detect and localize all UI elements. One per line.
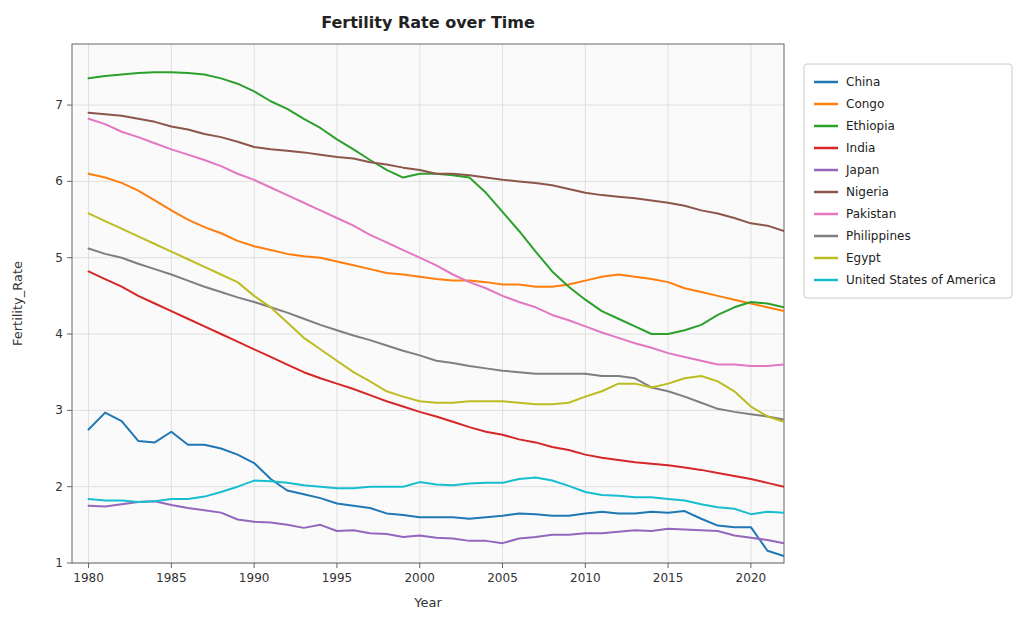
plot-frame	[72, 44, 784, 563]
legend-swatch	[814, 125, 838, 128]
x-grid-line	[88, 44, 89, 563]
x-tick-label: 2020	[736, 571, 767, 585]
y-tick-label: 2	[55, 480, 63, 494]
y-tick	[67, 181, 72, 182]
y-tick	[67, 257, 72, 258]
legend-label: India	[846, 141, 875, 155]
y-tick	[67, 105, 72, 106]
x-tick-label: 2010	[570, 571, 601, 585]
legend-label: Philippines	[846, 229, 911, 243]
y-grid-line	[72, 486, 784, 487]
legend-label: United States of America	[846, 273, 996, 287]
y-axis-label: Fertility_Rate	[10, 261, 25, 346]
y-grid-line	[72, 105, 784, 106]
y-grid-line	[72, 257, 784, 258]
x-tick	[502, 563, 503, 568]
chart-container: 1980 1985 1990 1995 2000 2005 2010 2015 2020 1 2 3 4…	[0, 0, 1024, 625]
grid	[72, 44, 784, 563]
y-tick	[67, 334, 72, 335]
legend-swatch	[814, 191, 838, 194]
series-line	[89, 413, 784, 556]
x-axis-label: Year	[413, 595, 442, 610]
legend-swatch	[814, 147, 838, 150]
x-tick	[254, 563, 255, 568]
y-tick-label: 5	[55, 251, 63, 265]
chart-svg: 1980 1985 1990 1995 2000 2005 2010 2015 2020 1 2 3 4…	[0, 0, 1024, 625]
x-tick	[88, 563, 89, 568]
legend-label: China	[846, 75, 880, 89]
legend-swatch	[814, 81, 838, 84]
x-tick-label: 1980	[73, 571, 104, 585]
series-line	[89, 501, 784, 543]
legend-swatch	[814, 257, 838, 260]
x-tick-label: 2000	[404, 571, 435, 585]
lines	[89, 72, 784, 556]
legend-label: Egypt	[846, 251, 881, 265]
series-line	[89, 174, 784, 311]
x-tick-label: 2005	[487, 571, 518, 585]
x-tick-label: 1990	[239, 571, 270, 585]
chart-title: Fertility Rate over Time	[321, 13, 535, 32]
legend-label: Congo	[846, 97, 884, 111]
y-tick	[67, 486, 72, 487]
y-tick-label: 1	[55, 556, 63, 570]
x-grid-line	[171, 44, 172, 563]
legend: China Congo Ethiopia India Japan Nigeria Pakis…	[804, 64, 1012, 298]
x-tick	[336, 563, 337, 568]
x-tick	[171, 563, 172, 568]
y-tick	[67, 563, 72, 564]
legend-box	[804, 64, 1012, 298]
legend-swatch	[814, 213, 838, 216]
legend-label: Pakistan	[846, 207, 896, 221]
x-tick-label: 1985	[156, 571, 187, 585]
x-grid-line	[254, 44, 255, 563]
legend-label: Ethiopia	[846, 119, 895, 133]
series-line	[89, 213, 784, 421]
series-line	[89, 249, 784, 420]
x-grid-line	[419, 44, 420, 563]
x-grid-line	[502, 44, 503, 563]
legend-swatch	[814, 279, 838, 282]
plot-area	[72, 44, 784, 563]
y-tick-label: 4	[55, 327, 63, 341]
x-tick	[668, 563, 669, 568]
legend-swatch	[814, 169, 838, 172]
y-tick-label: 3	[55, 403, 63, 417]
legend-label: Japan	[845, 163, 879, 177]
y-tick-label: 7	[55, 98, 63, 112]
x-grid-line	[668, 44, 669, 563]
x-tick-label: 1995	[322, 571, 353, 585]
series-line	[89, 72, 784, 334]
y-grid-line	[72, 410, 784, 411]
legend-swatch	[814, 235, 838, 238]
y-tick	[67, 410, 72, 411]
y-tick-label: 6	[55, 174, 63, 188]
series-line	[89, 119, 784, 366]
y-grid-line	[72, 181, 784, 182]
x-grid-line	[585, 44, 586, 563]
legend-label: Nigeria	[846, 185, 889, 199]
x-tick-label: 2015	[653, 571, 684, 585]
x-grid-line	[336, 44, 337, 563]
series-line	[89, 478, 784, 515]
series-line	[89, 113, 784, 231]
y-grid-line	[72, 334, 784, 335]
x-tick	[419, 563, 420, 568]
legend-swatch	[814, 103, 838, 106]
x-tick	[585, 563, 586, 568]
x-tick	[750, 563, 751, 568]
